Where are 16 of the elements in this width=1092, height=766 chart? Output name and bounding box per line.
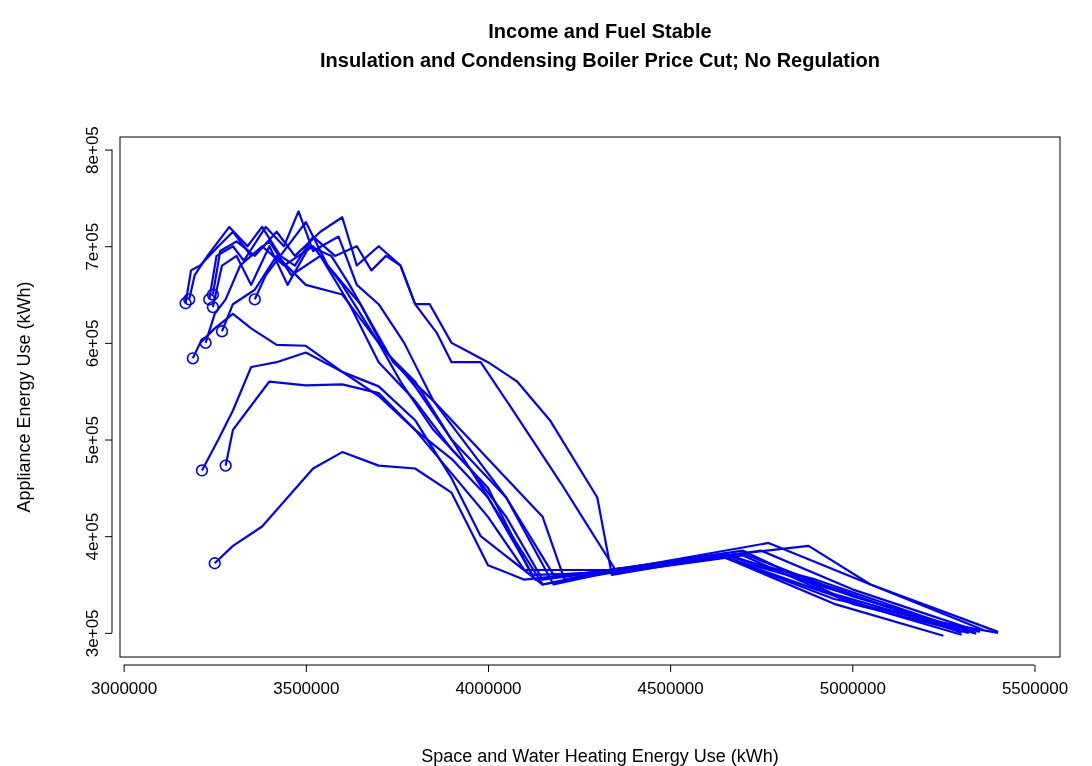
y-tick-label: 6e+05 bbox=[83, 319, 102, 368]
y-tick-label: 3e+05 bbox=[83, 609, 102, 658]
x-axis-title: Space and Water Heating Energy Use (kWh) bbox=[421, 746, 779, 766]
x-tick-label: 3000000 bbox=[91, 678, 158, 698]
y-tick-label: 4e+05 bbox=[83, 512, 102, 561]
chart-subtitle: Insulation and Condensing Boiler Price Cut; No Regulation bbox=[319, 49, 881, 71]
x-tick-label: 5500000 bbox=[1001, 678, 1069, 698]
chart-title: Income and Fuel Stable bbox=[488, 20, 712, 42]
y-axis-title: Appliance Energy Use (kWh) bbox=[14, 281, 34, 513]
y-tick-label: 8e+05 bbox=[83, 126, 102, 174]
x-tick-label: 4500000 bbox=[637, 678, 704, 698]
x-tick-label: 5000000 bbox=[819, 678, 886, 698]
x-tick-label: 3500000 bbox=[273, 678, 340, 698]
y-tick-label: 5e+05 bbox=[83, 416, 102, 464]
x-tick-label: 4000000 bbox=[455, 678, 522, 698]
y-tick-label: 7e+05 bbox=[83, 222, 102, 271]
